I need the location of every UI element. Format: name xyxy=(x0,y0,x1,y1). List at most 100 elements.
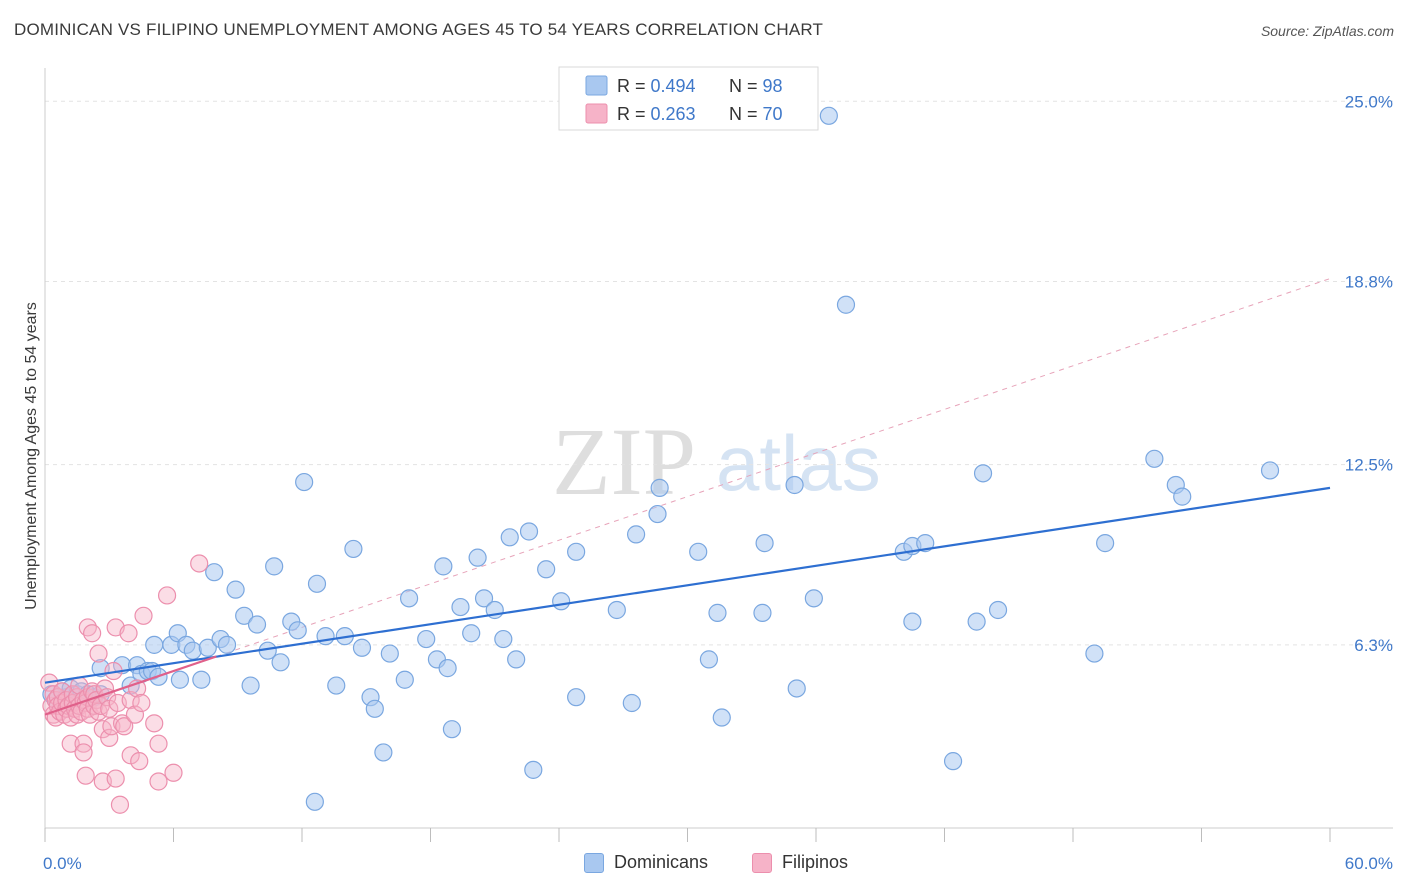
source-label: Source: ZipAtlas.com xyxy=(1260,23,1394,39)
y-tick-label: 18.8% xyxy=(1345,272,1393,291)
dominican-point xyxy=(699,650,719,669)
dominican-point xyxy=(217,635,237,654)
filipino-point xyxy=(102,717,121,736)
dominican-point xyxy=(903,612,922,631)
dominican-point xyxy=(468,548,487,567)
dominican-point xyxy=(524,760,543,779)
dominican-point xyxy=(755,534,774,553)
dominican-point xyxy=(442,720,462,739)
dominican-point xyxy=(552,592,571,611)
svg-text:R = 0.494: R = 0.494 xyxy=(617,76,696,96)
dominican-point xyxy=(295,472,314,492)
dominican-point xyxy=(988,600,1008,620)
legend-top: R = 0.494 N = 98 R = 0.263 N = 70 xyxy=(558,66,819,131)
dominican-point xyxy=(1145,449,1164,468)
dominican-point xyxy=(500,528,519,547)
dominican-point xyxy=(380,644,399,663)
dominican-point xyxy=(650,478,669,497)
filipino-point xyxy=(83,624,102,643)
filipino-point xyxy=(130,752,149,771)
y-tick-label: 25.0% xyxy=(1345,92,1393,111)
filipino-point xyxy=(74,743,93,762)
dominican-point xyxy=(1260,461,1280,480)
dominican-point xyxy=(417,629,436,649)
legend-label-dominicans: Dominicans xyxy=(614,852,709,872)
dominican-point xyxy=(712,708,731,727)
dominican-point xyxy=(145,635,164,654)
dominican-point xyxy=(288,621,307,640)
filipinos-points xyxy=(40,554,209,814)
dominican-point xyxy=(1085,644,1104,663)
gridlines xyxy=(45,100,1393,646)
filipino-point xyxy=(110,795,130,814)
dominican-point xyxy=(265,557,284,576)
legend-swatch-filipinos xyxy=(585,103,608,124)
dominican-point xyxy=(973,464,993,483)
dominican-point xyxy=(395,670,414,689)
dominican-point xyxy=(626,525,646,544)
dominican-point xyxy=(836,295,856,314)
chart-title: DOMINICAN VS FILIPINO UNEMPLOYMENT AMONG… xyxy=(14,20,824,39)
filipino-point xyxy=(106,769,125,788)
filipino-point xyxy=(134,606,153,625)
x-tick-label-max: 60.0% xyxy=(1345,854,1393,873)
dominican-point xyxy=(819,106,838,125)
dominican-point xyxy=(494,629,513,649)
filipinos-trend-line xyxy=(44,655,217,716)
y-axis-label: Unemployment Among Ages 45 to 54 years xyxy=(23,302,40,610)
axes xyxy=(44,68,1393,842)
dominican-point xyxy=(1096,534,1115,553)
filipino-point xyxy=(149,772,168,791)
dominicans-trend-line xyxy=(44,486,1331,684)
filipino-point xyxy=(164,763,183,782)
watermark-atlas: atlas xyxy=(716,419,881,507)
dominican-point xyxy=(226,580,245,599)
legend-item-dominicans[interactable]: Dominicans xyxy=(584,852,708,873)
dominican-point xyxy=(365,699,384,718)
filipino-point xyxy=(190,554,209,573)
dominican-point xyxy=(708,603,727,622)
dominican-point xyxy=(183,641,202,660)
watermark-zip: ZIP xyxy=(552,408,696,515)
dominican-point xyxy=(916,534,935,553)
dominican-point xyxy=(399,589,419,608)
legend-r-value: 0.494 xyxy=(651,76,696,96)
dominican-point xyxy=(519,522,539,541)
svg-text:R = 0.263: R = 0.263 xyxy=(617,104,696,124)
y-tick-labels: 6.3% 12.5% 18.8% 25.0% xyxy=(1345,92,1393,655)
filipino-point xyxy=(145,714,164,733)
filipino-point xyxy=(132,693,151,713)
legend-swatch-dominicans xyxy=(584,852,604,873)
filipino-point xyxy=(89,644,108,663)
dominican-point xyxy=(434,557,453,576)
dominican-point xyxy=(537,560,556,579)
x-tick-label-min: 0.0% xyxy=(43,854,82,873)
dominican-point xyxy=(235,606,254,625)
legend-n-label: N = xyxy=(729,76,763,96)
filipinos-trend-dashed xyxy=(216,278,1331,657)
legend-bottom: Dominicans Filipinos xyxy=(0,852,1406,876)
dominican-point xyxy=(374,743,393,762)
dominican-point xyxy=(352,638,372,657)
dominican-point xyxy=(785,475,804,495)
dominican-point xyxy=(622,693,641,713)
dominican-point xyxy=(648,504,667,524)
dominican-point xyxy=(474,589,494,608)
dominican-point xyxy=(198,638,217,657)
dominican-point xyxy=(305,792,324,811)
legend-item-filipinos[interactable]: Filipinos xyxy=(752,852,848,873)
filipino-point xyxy=(157,586,177,605)
legend-n-value: 98 xyxy=(763,76,783,96)
dominican-point xyxy=(787,679,806,698)
y-tick-label: 6.3% xyxy=(1354,636,1393,655)
filipino-point xyxy=(149,734,168,753)
dominican-point xyxy=(567,542,586,561)
dominican-point xyxy=(1173,487,1192,506)
dominican-point xyxy=(327,676,346,695)
dominican-point xyxy=(567,688,586,707)
dominican-point xyxy=(271,653,290,672)
dominican-point xyxy=(462,624,481,643)
dominican-point xyxy=(967,612,986,631)
dominican-point xyxy=(344,539,363,559)
dominican-point xyxy=(192,670,211,689)
